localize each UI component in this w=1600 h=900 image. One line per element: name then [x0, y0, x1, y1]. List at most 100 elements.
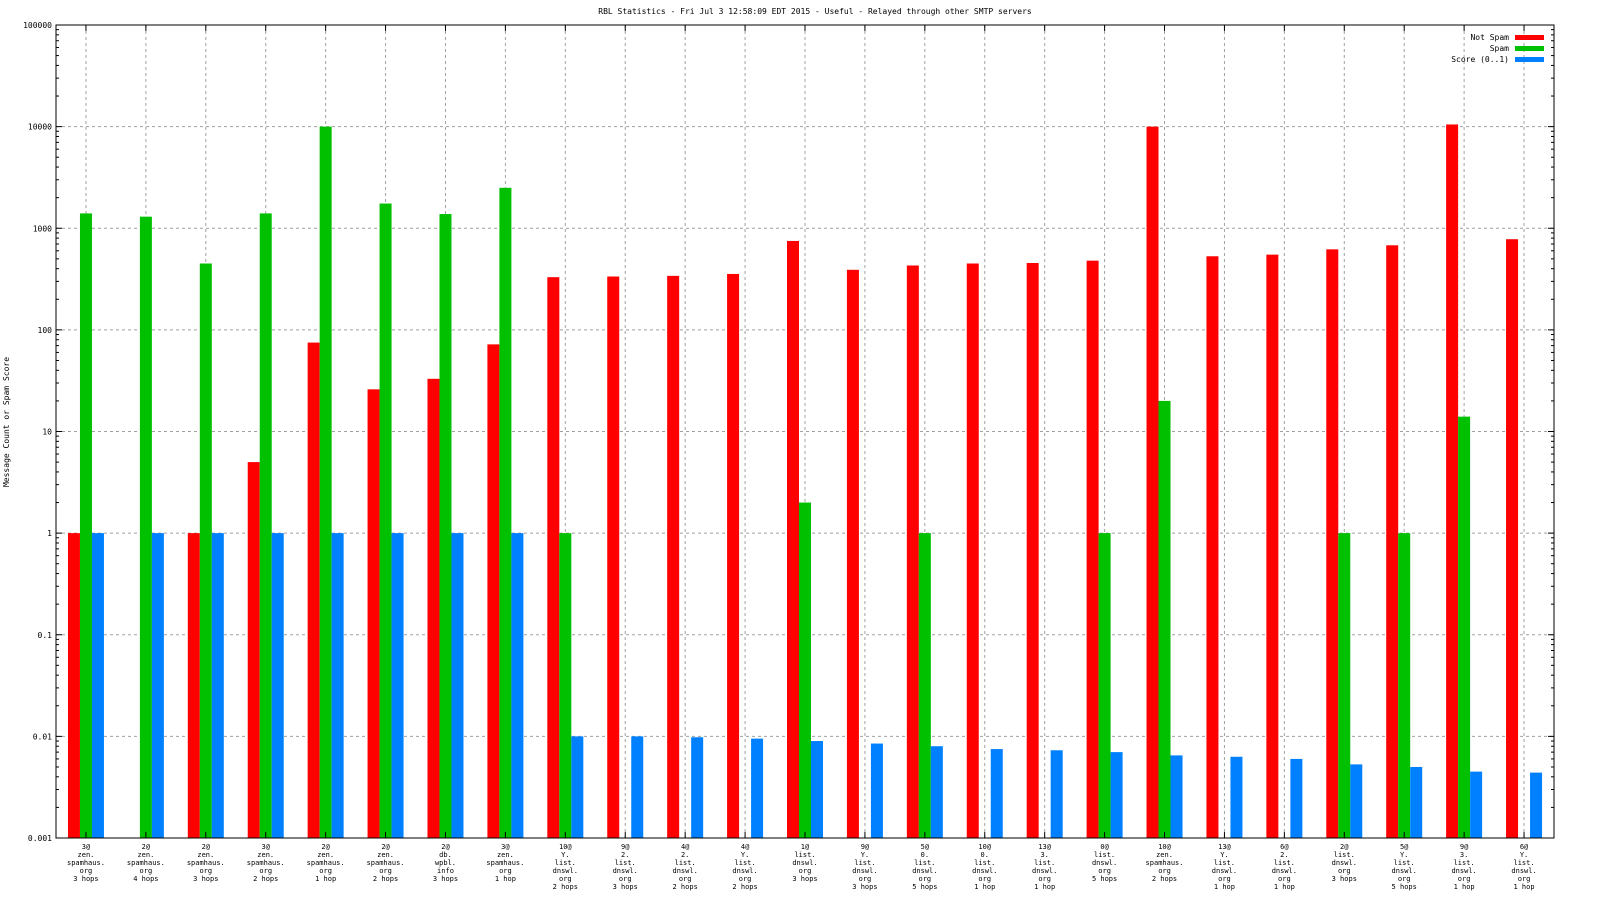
x-tick-label-line: org [559, 875, 572, 883]
x-tick-label-line: spamhaus. [1146, 859, 1184, 867]
legend-swatch-spam [1515, 46, 1544, 51]
y-tick-label: 10 [42, 428, 52, 437]
x-tick-label-line: 3 hops [73, 875, 98, 883]
x-tick-label: 2@ db. wpbl. info 3 hops [433, 843, 458, 883]
x-tick-label-line: 6@ [1520, 843, 1529, 851]
bar-score [811, 741, 823, 838]
bar-spam [79, 213, 92, 839]
x-tick-label-line: zen. [197, 851, 214, 859]
legend-label: Not Spam [1470, 33, 1509, 42]
x-tick-label-line: 0. [921, 851, 929, 859]
x-tick-label-line: 1 hop [1454, 883, 1475, 891]
x-tick-label-line: wpbl. [435, 859, 456, 867]
bar-spam [259, 213, 272, 839]
x-tick-label-line: org [1338, 867, 1351, 875]
x-tick-label-line: db. [439, 851, 452, 859]
x-tick-label-line: info [437, 867, 454, 875]
x-tick-label-line: org [859, 875, 872, 883]
x-tick-label-line: org [379, 867, 392, 875]
x-tick-label-line: list. [555, 859, 576, 867]
x-tick-label: 0@ list. dnswl. org 5 hops [1092, 843, 1117, 883]
x-tick-label-line: zen. [497, 851, 514, 859]
chart-title: RBL Statistics - Fri Jul 3 12:58:09 EDT … [598, 7, 1032, 16]
x-tick-label-line: 5 hops [1092, 875, 1117, 883]
x-tick-label-line: org [739, 875, 752, 883]
x-tick-label-line: 3. [1040, 851, 1048, 859]
bar-score [691, 737, 704, 838]
x-tick-label-line: dnswl. [1451, 867, 1476, 875]
x-tick-label-line: list. [615, 859, 636, 867]
x-tick-label-line: 3 hops [613, 883, 638, 891]
bar-not_spam [966, 263, 979, 838]
x-tick-label-line: org [1458, 875, 1471, 883]
bar-not_spam [1506, 239, 1519, 838]
bar-score [1170, 755, 1183, 838]
x-tick-label-line: Y. [1220, 851, 1228, 859]
bar-score [511, 533, 524, 838]
bar-score [1110, 752, 1123, 838]
bar-spam [1098, 533, 1111, 838]
bar-spam [799, 502, 811, 838]
y-tick-label: 100000 [23, 21, 52, 30]
x-tick-label-line: org [199, 867, 212, 875]
x-tick-label: 9@ 2. list. dnswl. org 3 hops [613, 843, 638, 891]
x-tick-label-line: 3 hops [1332, 875, 1357, 883]
x-tick-label-line: 13@ [1218, 843, 1231, 851]
x-tick-label-line: 2 hops [373, 875, 398, 883]
x-tick-label-line: 3@ [82, 843, 91, 851]
bar-spam [439, 214, 452, 838]
x-tick-label-line: org [499, 867, 512, 875]
x-tick-label-line: 0@ [1100, 843, 1109, 851]
bar-score [1350, 764, 1363, 838]
x-tick-label-line: org [1278, 875, 1291, 883]
x-tick-label-line: 4@ [741, 843, 750, 851]
x-tick-label-line: dnswl. [1212, 867, 1237, 875]
x-tick-label-line: zen. [377, 851, 394, 859]
x-tick-label: 9@ Y. list. dnswl. org 3 hops [852, 843, 877, 891]
bars-layer [67, 124, 1543, 839]
bar-score [331, 533, 344, 838]
bar-spam [1398, 533, 1411, 838]
x-tick-label: 10@ 0. list. dnswl. org 1 hop [972, 843, 997, 891]
x-tick-label: 13@ 3. list. dnswl. org 1 hop [1032, 843, 1057, 891]
x-tick-label: 2@ zen. spamhaus. org 1 hop [307, 843, 345, 883]
x-tick-label-line: 1 hop [1214, 883, 1235, 891]
x-tick-label-line: org [919, 875, 932, 883]
x-tick-label-line: 9@ [861, 843, 870, 851]
x-tick-label-line: org [1158, 867, 1171, 875]
x-tick-label: 3@ zen. spamhaus. org 3 hops [67, 843, 105, 883]
bar-not_spam [727, 273, 740, 839]
y-axis-label: Message Count or Spam Score [2, 357, 11, 487]
x-tick-label-line: org [1518, 875, 1531, 883]
x-tick-label-line: Y. [561, 851, 569, 859]
x-tick-label-line: 1 hop [1274, 883, 1295, 891]
x-tick-label-line: list. [1034, 859, 1055, 867]
x-tick-label: 2@ zen. spamhaus. org 2 hops [367, 843, 405, 883]
x-tick-label-line: dnswl. [1032, 867, 1057, 875]
x-tick-label-line: 9@ [1460, 843, 1469, 851]
legend-swatch-not_spam [1515, 35, 1544, 40]
bar-score [1290, 758, 1303, 838]
x-tick-label-line: list. [1094, 851, 1115, 859]
bar-not_spam [427, 378, 440, 838]
x-tick-label-line: 4 hops [133, 875, 158, 883]
bar-score [211, 533, 224, 838]
x-tick-label-line: dnswl. [852, 867, 877, 875]
x-tick-label-line: spamhaus. [127, 859, 165, 867]
bar-score [930, 746, 943, 838]
x-tick-label-line: list. [1214, 859, 1235, 867]
x-tick-label: 10@ zen. spamhaus. org 2 hops [1146, 843, 1184, 883]
x-tick-label-line: 5@ [921, 843, 930, 851]
x-tick-label-line: org [1218, 875, 1231, 883]
x-tick-label-line: 2@ [1340, 843, 1349, 851]
x-tick-label-line: 2. [621, 851, 629, 859]
x-tick-label-line: list. [1274, 859, 1295, 867]
x-tick-label-line: 2 hops [1152, 875, 1177, 883]
y-tick-label: 100 [38, 326, 53, 335]
bar-score [631, 736, 644, 838]
x-tick-label-line: 3@ [262, 843, 271, 851]
bar-score [751, 738, 764, 838]
x-tick-label-line: dnswl. [732, 867, 757, 875]
bar-not_spam [487, 344, 500, 838]
x-tick-label-line: dnswl. [613, 867, 638, 875]
